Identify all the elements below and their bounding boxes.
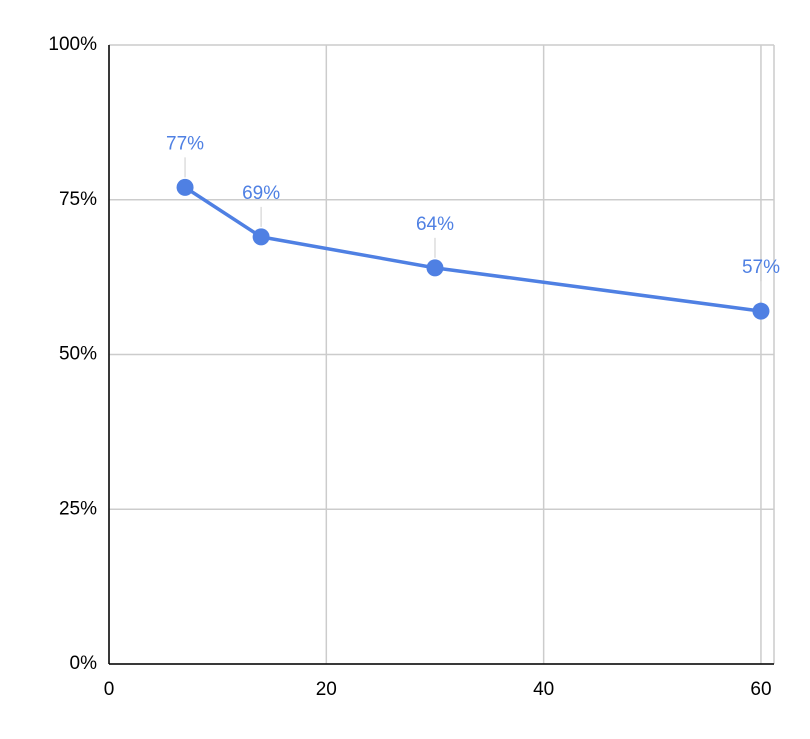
data-line bbox=[184, 185, 762, 313]
x-tick-label: 40 bbox=[533, 679, 554, 700]
x-tick-label: 0 bbox=[104, 679, 115, 700]
data-label: 57% bbox=[742, 257, 780, 278]
x-tick-label: 20 bbox=[316, 679, 337, 700]
y-tick-label: 0% bbox=[70, 653, 98, 674]
data-point bbox=[752, 302, 770, 320]
data-point bbox=[252, 228, 270, 246]
y-tick-label: 25% bbox=[59, 498, 97, 519]
y-tick-label: 50% bbox=[59, 344, 97, 365]
data-label: 64% bbox=[416, 214, 454, 235]
y-tick-label: 100% bbox=[48, 34, 97, 55]
data-point bbox=[426, 259, 444, 277]
y-tick-label: 75% bbox=[59, 189, 97, 210]
x-tick-label: 60 bbox=[750, 679, 771, 700]
data-label: 69% bbox=[242, 183, 280, 204]
data-point bbox=[176, 178, 194, 196]
data-label: 77% bbox=[166, 133, 204, 154]
